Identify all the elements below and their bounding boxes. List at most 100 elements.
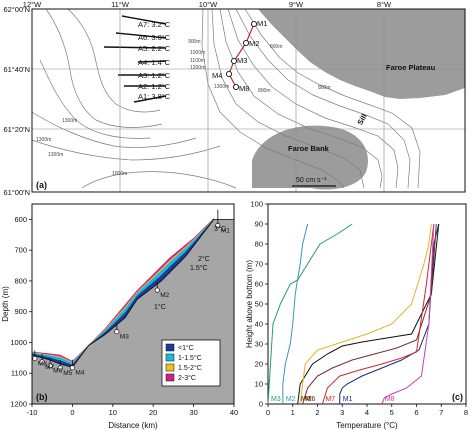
profile-ylabel: Height above bottom (m) <box>245 260 254 348</box>
vector-label: A1: 3.8°C <box>138 92 171 101</box>
contour-label: 800m <box>270 44 283 50</box>
legend-label: 1-1.5°C <box>178 354 202 362</box>
legend-label: 2-3°C <box>178 374 196 382</box>
series-line-m3 <box>267 223 353 405</box>
y-tick-label: 80 <box>255 240 263 249</box>
legend-label: <1°C <box>178 344 194 352</box>
mooring-marker <box>69 365 75 371</box>
series-line-m6 <box>302 223 437 405</box>
y-tick-label: 1100 <box>11 369 27 378</box>
x-tick-label: 0 <box>70 408 74 417</box>
x-tick-label: 3 <box>340 408 344 417</box>
x-tick-label: 30 <box>189 408 197 417</box>
y-tick-label: 20 <box>255 360 263 369</box>
y-tick-label: 1200 <box>10 400 27 409</box>
vector-label: A4: 1.4°C <box>138 58 171 67</box>
section-frame <box>31 203 235 405</box>
mooring-label: M1 <box>221 228 230 235</box>
vector-label: A3: 1.2°C <box>138 71 171 80</box>
series-label: M5 <box>303 396 313 403</box>
x-tick-label: 10 <box>109 408 117 417</box>
contour-label: 1000m <box>190 50 205 56</box>
mooring-marker <box>215 222 221 229</box>
scale-label: 50 cm s⁻¹ <box>296 177 327 184</box>
section-ylabel: Depth (m) <box>1 286 10 322</box>
mooring-label: M5 <box>63 370 72 377</box>
lat-tick-label: 61°00'N <box>3 188 30 197</box>
lon-tick-label: 10°W <box>199 0 218 9</box>
x-tick-label: 5 <box>390 408 394 417</box>
lon-tick-label: 8°W <box>377 0 392 9</box>
y-tick-label: 40 <box>255 320 263 329</box>
mooring-label: M1 <box>257 19 267 28</box>
contour-line <box>45 8 163 128</box>
series-line-m1 <box>339 223 440 404</box>
panel-label-b: (b) <box>36 392 48 402</box>
legend-swatch <box>165 353 175 362</box>
lat-tick-label: 61°20'N <box>3 125 30 134</box>
x-tick-label: 20 <box>149 408 157 417</box>
contour-line <box>227 8 399 189</box>
series-line-m4 <box>297 223 440 405</box>
y-tick-label: 100 <box>250 200 263 209</box>
mooring-label: M4 <box>212 71 222 80</box>
x-tick-label: 0 <box>266 408 270 417</box>
mooring-marker <box>32 355 38 362</box>
isotherm-label: 2°C <box>198 255 210 263</box>
current-vector <box>133 95 167 103</box>
contour-line <box>235 8 411 189</box>
contour-label: 1100m <box>190 58 205 64</box>
series-line-m8 <box>381 223 435 405</box>
contour-line <box>201 8 345 189</box>
contour-line <box>244 8 421 189</box>
lon-tick-label: 11°W <box>111 0 130 9</box>
mooring-label: M3 <box>237 56 247 65</box>
panel-label-c: (c) <box>452 392 463 402</box>
isotherm-label: 1°C <box>154 303 166 311</box>
isotherm-label: 3°C <box>214 225 226 233</box>
mooring-markers <box>225 20 258 91</box>
isotherm-label: 1.5°C <box>190 264 208 272</box>
x-tick-label: 6 <box>414 408 418 417</box>
contour-line <box>81 171 237 189</box>
x-tick-label: 40 <box>230 408 238 417</box>
region-label: Sill <box>355 112 368 126</box>
faroe-bank-land <box>252 125 368 190</box>
region-label: Faroe Plateau <box>386 63 436 72</box>
mooring-label: M2 <box>160 292 169 299</box>
contour-label: 900m <box>188 39 201 45</box>
series-label: M4 <box>301 396 311 403</box>
x-tick-label: 8 <box>464 408 468 417</box>
mooring-label: M8 <box>38 360 47 367</box>
y-tick-label: 70 <box>255 260 263 269</box>
x-tick-label: 7 <box>439 408 443 417</box>
lon-tick-label: 12°W <box>23 0 42 9</box>
section-xlabel: Distance (km) <box>108 421 158 430</box>
y-tick-label: 50 <box>255 300 263 309</box>
mooring-marker <box>114 329 120 335</box>
mooring-marker <box>225 70 233 78</box>
series-label: M6 <box>306 396 316 403</box>
temperature-legend: <1°C 1-1.5°C 1.5-2°C 2-3°C <box>161 339 221 387</box>
y-tick-label: 0 <box>259 400 263 409</box>
vector-label: A5: 2.2°C <box>138 44 171 53</box>
series-line-m2 <box>282 223 309 404</box>
series-line-m5 <box>299 223 432 405</box>
y-tick-label: 1000 <box>10 338 27 347</box>
x-tick-label: -10 <box>27 408 38 417</box>
contour-label: 1300m <box>214 84 229 90</box>
legend-swatch <box>165 373 175 382</box>
mooring-marker <box>57 365 63 371</box>
y-tick-label: 700 <box>14 246 27 255</box>
mooring-marker <box>250 20 258 28</box>
mooring-marker <box>39 359 45 365</box>
mooring-marker <box>230 57 238 65</box>
legend-swatch <box>165 343 175 352</box>
panel-a-map: 12°W 11°W 10°W 9°W 8°W 62°00'N 61°40'N 6… <box>3 0 466 197</box>
series-label: M7 <box>325 396 335 403</box>
contour-label: 800m <box>258 88 271 94</box>
y-tick-label: 800 <box>14 276 27 285</box>
contour-label: 1300m <box>48 152 63 158</box>
